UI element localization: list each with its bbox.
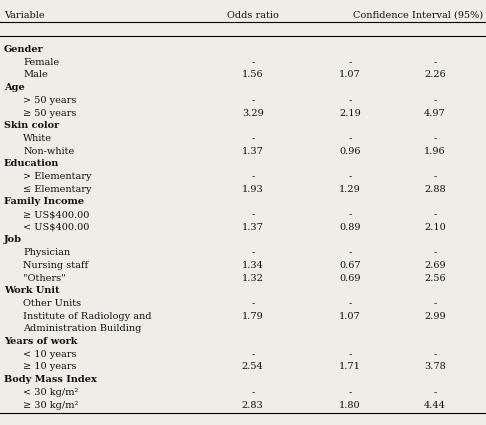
Text: -: -: [434, 248, 436, 257]
Text: 0.96: 0.96: [339, 147, 361, 156]
Text: 1.93: 1.93: [242, 185, 263, 194]
Text: -: -: [251, 388, 254, 397]
Text: Job: Job: [4, 235, 22, 244]
Text: Non-white: Non-white: [23, 147, 74, 156]
Text: -: -: [348, 248, 351, 257]
Text: 2.10: 2.10: [424, 223, 446, 232]
Text: Nursing staff: Nursing staff: [23, 261, 88, 270]
Text: -: -: [348, 134, 351, 143]
Text: -: -: [251, 248, 254, 257]
Text: < US$400.00: < US$400.00: [23, 223, 90, 232]
Text: -: -: [251, 134, 254, 143]
Text: Variable: Variable: [4, 11, 45, 20]
Text: 1.29: 1.29: [339, 185, 361, 194]
Text: Confidence Interval (95%): Confidence Interval (95%): [353, 11, 483, 20]
Text: ≥ 50 years: ≥ 50 years: [23, 108, 77, 117]
Text: ≥ US$400.00: ≥ US$400.00: [23, 210, 90, 219]
Text: 2.26: 2.26: [424, 71, 446, 79]
Text: < 30 kg/m²: < 30 kg/m²: [23, 388, 79, 397]
Text: > Elementary: > Elementary: [23, 172, 92, 181]
Text: 2.69: 2.69: [424, 261, 446, 270]
Text: 1.80: 1.80: [339, 401, 361, 410]
Text: Work Unit: Work Unit: [4, 286, 59, 295]
Text: 2.56: 2.56: [424, 274, 446, 283]
Text: Years of work: Years of work: [4, 337, 77, 346]
Text: -: -: [434, 58, 436, 67]
Text: White: White: [23, 134, 52, 143]
Text: > 50 years: > 50 years: [23, 96, 77, 105]
Text: 2.19: 2.19: [339, 108, 361, 117]
Text: Gender: Gender: [4, 45, 44, 54]
Text: 1.07: 1.07: [339, 71, 361, 79]
Text: -: -: [348, 299, 351, 308]
Text: -: -: [434, 210, 436, 219]
Text: 1.32: 1.32: [242, 274, 264, 283]
Text: Family Income: Family Income: [4, 197, 84, 207]
Text: ≥ 30 kg/m²: ≥ 30 kg/m²: [23, 401, 79, 410]
Text: 0.89: 0.89: [339, 223, 361, 232]
Text: 1.56: 1.56: [242, 71, 263, 79]
Text: -: -: [434, 96, 436, 105]
Text: 0.69: 0.69: [339, 274, 361, 283]
Text: Education: Education: [4, 159, 59, 168]
Text: 1.37: 1.37: [242, 223, 264, 232]
Text: 3.78: 3.78: [424, 363, 446, 371]
Text: 4.97: 4.97: [424, 108, 446, 117]
Text: Physician: Physician: [23, 248, 70, 257]
Text: -: -: [348, 96, 351, 105]
Text: 2.54: 2.54: [242, 363, 263, 371]
Text: 0.67: 0.67: [339, 261, 361, 270]
Text: -: -: [251, 299, 254, 308]
Text: -: -: [348, 172, 351, 181]
Text: 2.99: 2.99: [424, 312, 446, 321]
Text: 1.07: 1.07: [339, 312, 361, 321]
Text: 1.79: 1.79: [242, 312, 263, 321]
Text: -: -: [251, 58, 254, 67]
Text: ≥ 10 years: ≥ 10 years: [23, 363, 77, 371]
Text: Other Units: Other Units: [23, 299, 82, 308]
Text: -: -: [251, 210, 254, 219]
Text: -: -: [348, 350, 351, 359]
Text: Body Mass Index: Body Mass Index: [4, 375, 97, 384]
Text: -: -: [251, 350, 254, 359]
Text: Age: Age: [4, 83, 25, 92]
Text: Institute of Radiology and: Institute of Radiology and: [23, 312, 152, 321]
Text: 3.29: 3.29: [242, 108, 263, 117]
Text: -: -: [434, 350, 436, 359]
Text: Male: Male: [23, 71, 48, 79]
Text: 1.37: 1.37: [242, 147, 264, 156]
Text: -: -: [348, 210, 351, 219]
Text: Administration Building: Administration Building: [23, 324, 142, 333]
Text: 1.96: 1.96: [424, 147, 446, 156]
Text: -: -: [348, 58, 351, 67]
Text: -: -: [434, 172, 436, 181]
Text: Odds ratio: Odds ratio: [227, 11, 278, 20]
Text: "Others": "Others": [23, 274, 66, 283]
Text: 1.71: 1.71: [339, 363, 361, 371]
Text: Skin color: Skin color: [4, 121, 59, 130]
Text: ≤ Elementary: ≤ Elementary: [23, 185, 92, 194]
Text: -: -: [348, 388, 351, 397]
Text: -: -: [434, 134, 436, 143]
Text: -: -: [251, 172, 254, 181]
Text: -: -: [251, 96, 254, 105]
Text: 2.83: 2.83: [242, 401, 263, 410]
Text: Female: Female: [23, 58, 59, 67]
Text: -: -: [434, 299, 436, 308]
Text: < 10 years: < 10 years: [23, 350, 77, 359]
Text: 4.44: 4.44: [424, 401, 446, 410]
Text: -: -: [434, 388, 436, 397]
Text: 1.34: 1.34: [242, 261, 264, 270]
Text: 2.88: 2.88: [424, 185, 446, 194]
